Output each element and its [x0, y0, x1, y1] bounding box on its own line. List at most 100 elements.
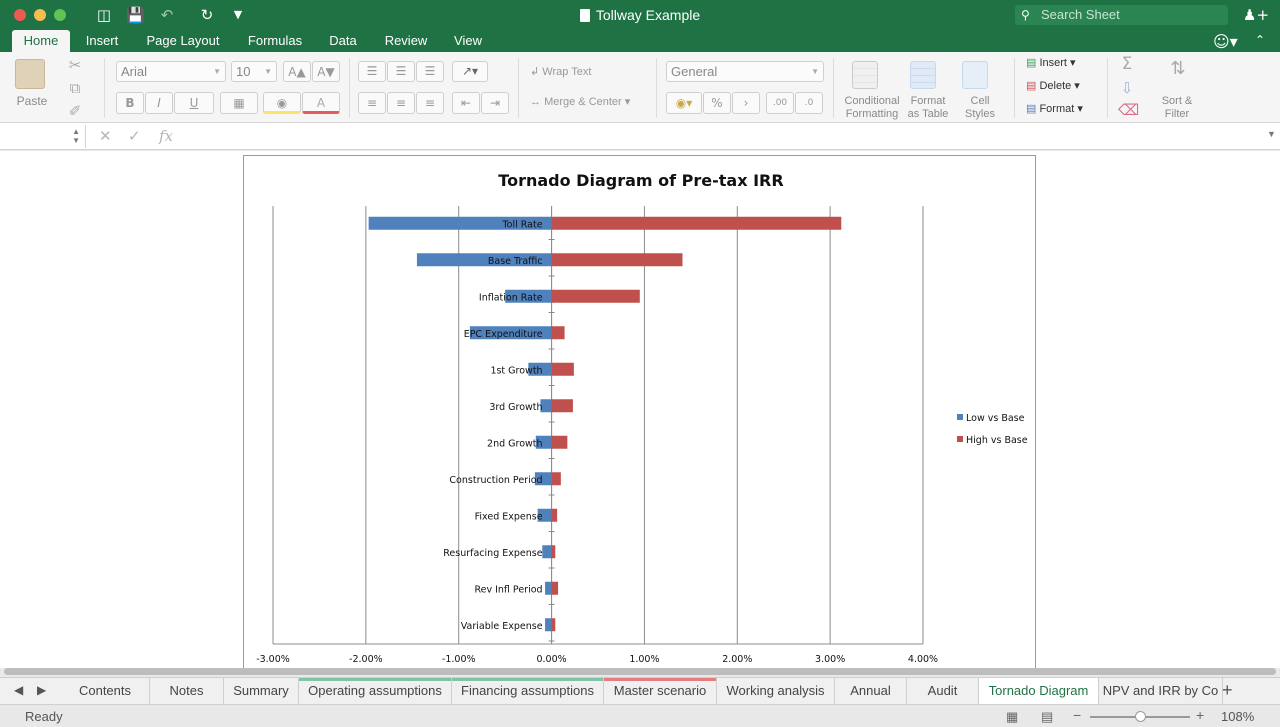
number-format-select[interactable]: General ▼: [666, 61, 824, 82]
orientation-button[interactable]: ↗▾: [452, 61, 488, 82]
minimize-window-button[interactable]: [34, 9, 46, 21]
sheet-tab[interactable]: Operating assumptions: [299, 678, 452, 704]
italic-button[interactable]: I: [145, 92, 173, 114]
merge-center-button[interactable]: ↔ Merge & Center ▾: [530, 96, 631, 108]
format-cells-button[interactable]: ▤ Format ▾: [1026, 103, 1083, 115]
format-as-table-button[interactable]: Format as Table: [903, 95, 953, 121]
decrease-decimal-button[interactable]: .0: [795, 92, 823, 114]
collapse-ribbon-icon[interactable]: ⌃: [1255, 33, 1266, 47]
paste-button-label[interactable]: Paste: [16, 94, 48, 108]
zoom-out-button[interactable]: −: [1073, 707, 1082, 723]
sort-filter-icon[interactable]: ⇅: [1170, 58, 1186, 79]
increase-indent-button[interactable]: ⇥: [481, 92, 509, 114]
chart-bars: [368, 216, 842, 632]
previous-sheet-arrow-icon[interactable]: ◀: [14, 683, 24, 697]
sheet-tab[interactable]: NPV and IRR by Co: [1099, 678, 1223, 704]
borders-button[interactable]: ▦: [220, 92, 258, 114]
bar-high-vs-base: [551, 581, 559, 595]
customize-toolbar-icon[interactable]: ▼: [233, 8, 243, 21]
align-center-button[interactable]: ≡: [387, 92, 415, 114]
format-painter-icon[interactable]: ✐: [68, 102, 82, 120]
sort-filter-button[interactable]: Sort & Filter: [1152, 95, 1202, 121]
ribbon-separator: [833, 58, 834, 118]
underline-button[interactable]: U: [174, 92, 214, 114]
align-top-button[interactable]: ☰: [358, 61, 386, 82]
paste-icon[interactable]: [15, 59, 45, 89]
zoom-in-button[interactable]: +: [1196, 707, 1205, 723]
normal-view-icon[interactable]: ▦: [1006, 709, 1019, 724]
format-as-table-icon[interactable]: [910, 61, 936, 89]
clear-eraser-icon[interactable]: ⌫: [1118, 101, 1140, 119]
confirm-entry-icon[interactable]: ✓: [128, 127, 141, 145]
cancel-entry-icon[interactable]: ✕: [99, 127, 112, 145]
align-left-button[interactable]: ≡: [358, 92, 386, 114]
undo-icon[interactable]: ↶: [160, 6, 174, 24]
copy-icon[interactable]: ⧉: [69, 79, 81, 97]
sheet-tab[interactable]: Audit: [907, 678, 979, 704]
conditional-formatting-button[interactable]: Conditional Formatting: [840, 95, 904, 121]
category-label: 3rd Growth: [489, 402, 542, 413]
wrap-text-button[interactable]: ↲ Wrap Text: [530, 66, 591, 79]
fill-icon[interactable]: ⇩: [1120, 79, 1134, 97]
align-middle-button[interactable]: ☰: [387, 61, 415, 82]
tab-insert[interactable]: Insert: [85, 33, 119, 48]
decrease-font-size-button[interactable]: A▼: [312, 61, 340, 82]
close-window-button[interactable]: [14, 9, 26, 21]
tornado-chart[interactable]: Tornado Diagram of Pre-tax IRR Toll Rate…: [243, 155, 1036, 670]
name-box[interactable]: ▲ ▼: [0, 125, 86, 148]
sidebar-toggle-icon[interactable]: ◫: [96, 6, 112, 24]
accounting-format-button[interactable]: ◉▾: [666, 92, 702, 114]
cell-styles-icon[interactable]: [962, 61, 988, 89]
search-sheet-input[interactable]: ⚲ Search Sheet: [1015, 5, 1228, 25]
zoom-slider-handle[interactable]: [1135, 711, 1146, 722]
formula-input[interactable]: [186, 125, 1266, 148]
insert-cells-button[interactable]: ▤ Insert ▾: [1026, 57, 1076, 69]
increase-decimal-button[interactable]: .00: [766, 92, 794, 114]
decrease-indent-button[interactable]: ⇤: [452, 92, 480, 114]
fill-color-button[interactable]: ◉: [263, 92, 301, 114]
font-size-select[interactable]: 10 ▼: [231, 61, 277, 82]
tab-view[interactable]: View: [454, 33, 482, 48]
name-box-stepper-icon[interactable]: ▲ ▼: [72, 127, 80, 145]
sheet-tab[interactable]: Contents: [61, 678, 150, 704]
cut-icon[interactable]: ✂: [68, 56, 82, 74]
tab-review[interactable]: Review: [384, 33, 428, 48]
font-color-button[interactable]: A: [302, 92, 340, 114]
cell-styles-button[interactable]: Cell Styles: [960, 95, 1000, 121]
sort-filter-line2: Filter: [1164, 108, 1190, 120]
increase-font-size-button[interactable]: A▲: [283, 61, 311, 82]
sheet-tab[interactable]: Notes: [150, 678, 224, 704]
align-right-button[interactable]: ≡: [416, 92, 444, 114]
expand-formula-bar-icon[interactable]: ▼: [1267, 129, 1276, 139]
tab-home[interactable]: Home: [12, 30, 70, 52]
autosum-icon[interactable]: Σ: [1121, 54, 1133, 74]
horizontal-scrollbar[interactable]: [4, 668, 1276, 675]
add-sheet-button[interactable]: +: [1222, 680, 1233, 700]
feedback-smiley-icon[interactable]: ☺▾: [1213, 32, 1238, 51]
comma-style-button[interactable]: ›: [732, 92, 760, 114]
sheet-tab[interactable]: Financing assumptions: [452, 678, 604, 704]
add-person-icon[interactable]: ♟+: [1243, 6, 1270, 24]
tab-data[interactable]: Data: [329, 33, 357, 48]
insert-function-button[interactable]: fx: [159, 127, 174, 145]
next-sheet-arrow-icon[interactable]: ▶: [37, 683, 47, 697]
sheet-tab[interactable]: Working analysis: [717, 678, 835, 704]
sheet-tab[interactable]: Summary: [224, 678, 299, 704]
delete-cells-button[interactable]: ▤ Delete ▾: [1026, 80, 1080, 92]
conditional-formatting-icon[interactable]: [852, 61, 878, 89]
percent-style-button[interactable]: %: [703, 92, 731, 114]
document-icon: [579, 9, 590, 22]
maximize-window-button[interactable]: [54, 9, 66, 21]
save-icon[interactable]: 💾: [126, 6, 145, 24]
sheet-tab[interactable]: Master scenario: [604, 678, 717, 704]
tab-page-layout[interactable]: Page Layout: [146, 33, 220, 48]
tab-formulas[interactable]: Formulas: [247, 33, 303, 48]
font-name-select[interactable]: Arial ▼: [116, 61, 226, 82]
page-layout-view-icon[interactable]: ▤: [1041, 709, 1054, 724]
align-bottom-button[interactable]: ☰: [416, 61, 444, 82]
redo-icon[interactable]: ↻: [200, 6, 214, 24]
sheet-tab[interactable]: Tornado Diagram: [979, 678, 1099, 704]
x-tick-label: -1.00%: [442, 654, 476, 665]
bold-button[interactable]: B: [116, 92, 144, 114]
sheet-tab[interactable]: Annual: [835, 678, 907, 704]
